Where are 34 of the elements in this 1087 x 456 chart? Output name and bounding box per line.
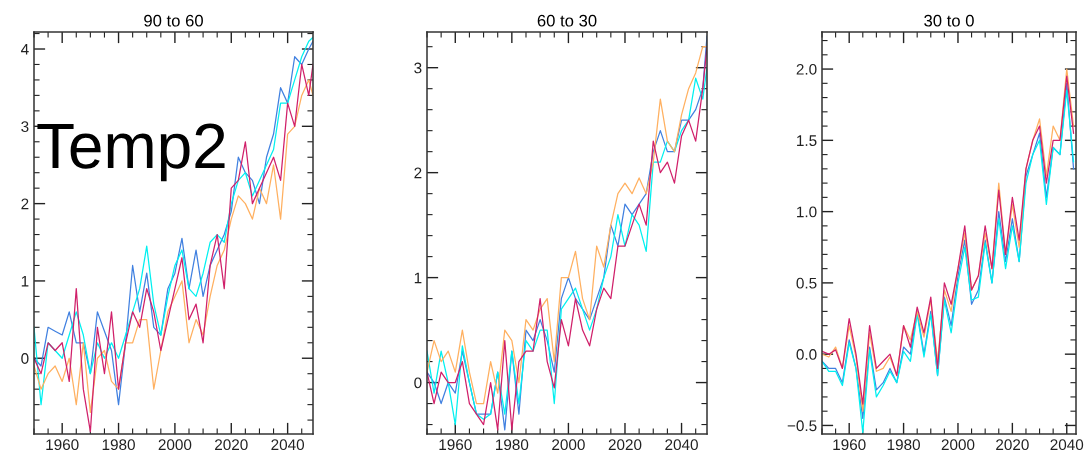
y-tick-label: 0 — [414, 377, 422, 389]
y-tick-label: 0.5 — [796, 277, 817, 289]
y-tick-label: 2.0 — [796, 63, 817, 75]
y-tick-label: 4 — [20, 44, 29, 55]
y-tick-label: 2 — [21, 198, 29, 210]
chart-title: 60 to 30 — [537, 14, 597, 27]
chart-title: 30 to 0 — [924, 14, 974, 27]
y-tick-label: 0 — [21, 353, 29, 364]
y-tick-label: 1.0 — [797, 206, 817, 218]
x-tick-label: 2000 — [158, 439, 192, 451]
y-tick-label: 1 — [414, 272, 422, 284]
y-tick-label: 1 — [21, 275, 29, 287]
x-tick-label: 1960 — [439, 439, 472, 451]
x-tick-label: 2020 — [996, 439, 1029, 451]
y-tick-label: 2 — [414, 167, 422, 179]
x-tick-label: 2040 — [1050, 439, 1084, 451]
chart-title: 90 to 60 — [144, 14, 203, 27]
y-tick-label: −0.5 — [787, 420, 817, 432]
annotation: Temp2 — [37, 123, 225, 182]
y-tick-label: 0.0 — [796, 349, 817, 360]
y-tick-label: 3 — [414, 62, 422, 74]
x-tick-label: 1980 — [496, 439, 529, 451]
x-tick-label: 2020 — [608, 439, 642, 451]
x-tick-label: 1960 — [46, 439, 79, 451]
x-tick-label: 1980 — [887, 439, 920, 451]
x-tick-label: 2040 — [665, 439, 698, 451]
x-tick-label: 2040 — [271, 439, 305, 451]
y-tick-label: 1.5 — [797, 135, 817, 147]
x-tick-label: 2000 — [941, 439, 975, 451]
x-tick-label: 2000 — [552, 439, 585, 451]
x-tick-label: 1980 — [102, 439, 135, 451]
y-tick-label: 3 — [21, 121, 29, 132]
x-tick-label: 2020 — [215, 439, 248, 451]
x-tick-label: 1960 — [833, 439, 866, 451]
